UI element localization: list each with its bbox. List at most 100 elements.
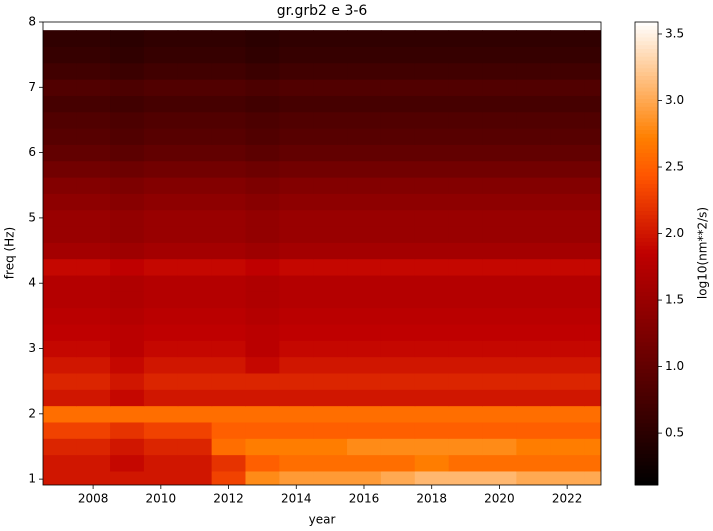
heatmap-cell <box>245 128 280 145</box>
heatmap-cell <box>110 160 145 178</box>
heatmap-cell <box>516 324 551 341</box>
colorbar-swatch <box>635 211 658 216</box>
colorbar-swatch <box>635 303 658 309</box>
colorbar-tick-label: 2.0 <box>665 226 684 240</box>
heatmap-cell <box>448 209 483 227</box>
heatmap-cell <box>516 307 551 325</box>
colorbar-swatch <box>635 245 658 251</box>
colorbar-swatch <box>635 473 658 478</box>
heatmap-cell <box>414 79 450 96</box>
colorbar-swatch <box>635 249 658 254</box>
x-tick-label: 2012 <box>213 492 244 506</box>
x-tick-label: 2016 <box>349 492 380 506</box>
heatmap-cell <box>143 79 179 96</box>
heatmap-cell <box>143 193 179 211</box>
heatmap-cell <box>448 111 483 129</box>
heatmap-cell <box>448 79 483 96</box>
colorbar-swatch <box>635 87 658 92</box>
heatmap-cell <box>516 30 551 47</box>
heatmap-cell <box>482 340 517 358</box>
heatmap-cell <box>516 242 551 260</box>
heatmap-cell <box>584 438 601 456</box>
heatmap-cell <box>414 405 450 423</box>
heatmap-cell <box>313 209 348 227</box>
heatmap-cell <box>143 373 179 390</box>
colorbar-swatch <box>635 419 658 424</box>
colorbar-swatch <box>635 457 658 463</box>
heatmap-cell <box>211 291 246 309</box>
heatmap-cell <box>482 177 517 194</box>
colorbar-tick-label: 2.5 <box>665 160 684 174</box>
colorbar-swatch <box>635 187 658 193</box>
colorbar-swatch <box>635 126 658 131</box>
heatmap-cell <box>482 160 517 178</box>
x-tick-label: 2022 <box>552 492 583 506</box>
heatmap-cell <box>110 193 145 211</box>
colorbar-swatch <box>635 56 658 62</box>
heatmap-cell <box>482 454 517 472</box>
colorbar-swatch <box>635 180 658 185</box>
heatmap-cell <box>110 291 145 309</box>
colorbar-swatch <box>635 311 658 316</box>
heatmap-cell <box>279 95 314 113</box>
heatmap-cell <box>143 62 179 80</box>
heatmap-cell <box>110 307 145 325</box>
heatmap-cell <box>177 177 213 194</box>
heatmap-cell <box>380 193 416 211</box>
colorbar-swatch <box>635 396 658 401</box>
heatmap-cell <box>313 128 348 145</box>
heatmap-cell <box>380 144 416 162</box>
heatmap-cell <box>448 389 483 407</box>
heatmap-cell <box>143 209 179 227</box>
heatmap-cell <box>110 128 145 145</box>
heatmap-cell <box>313 258 348 276</box>
heatmap-cell <box>245 291 280 309</box>
colorbar-label: log10(nm**2/s) <box>696 207 710 299</box>
heatmap-cell <box>76 128 111 145</box>
heatmap-cell <box>414 209 450 227</box>
colorbar-swatch <box>635 222 658 227</box>
colorbar-swatch <box>635 376 658 382</box>
colorbar-swatch <box>635 284 658 289</box>
colorbar-swatch <box>635 130 658 135</box>
heatmap-cell <box>414 242 450 260</box>
heatmap-cell <box>516 193 551 211</box>
colorbar-swatch <box>635 315 658 320</box>
heatmap-cell <box>245 193 280 211</box>
heatmap-cell <box>448 340 483 358</box>
heatmap-cell <box>347 111 382 129</box>
heatmap-cell <box>380 258 416 276</box>
colorbar-swatch <box>635 103 658 108</box>
heatmap-cell <box>516 144 551 162</box>
heatmap-cell <box>143 30 179 47</box>
heatmap-cell <box>211 307 246 325</box>
heatmap-cell <box>584 389 601 407</box>
heatmap-cell <box>482 438 517 456</box>
heatmap-cell <box>313 95 348 113</box>
colorbar-swatch <box>635 268 658 274</box>
colorbar-swatch <box>635 450 658 455</box>
heatmap-cell <box>448 275 483 292</box>
heatmap-cell <box>43 421 77 439</box>
heatmap-cell <box>448 226 483 243</box>
heatmap-cell <box>347 177 382 194</box>
heatmap-cell <box>516 291 551 309</box>
colorbar <box>635 22 658 486</box>
heatmap-cell <box>177 79 213 96</box>
heatmap-cell <box>313 421 348 439</box>
heatmap-cell <box>143 128 179 145</box>
colorbar-swatch <box>635 106 658 112</box>
heatmap-cell <box>347 291 382 309</box>
heatmap-cell <box>550 389 585 407</box>
heatmap-cell <box>177 258 213 276</box>
heatmap-cell <box>380 79 416 96</box>
colorbar-swatch <box>635 438 658 444</box>
colorbar-swatch <box>635 133 658 139</box>
heatmap-cell <box>550 30 585 47</box>
heatmap-cell <box>414 470 450 485</box>
heatmap-cell <box>482 95 517 113</box>
colorbar-swatch <box>635 238 658 243</box>
heatmap-cell <box>550 111 585 129</box>
colorbar-swatch <box>635 234 658 239</box>
heatmap-cell <box>550 177 585 194</box>
